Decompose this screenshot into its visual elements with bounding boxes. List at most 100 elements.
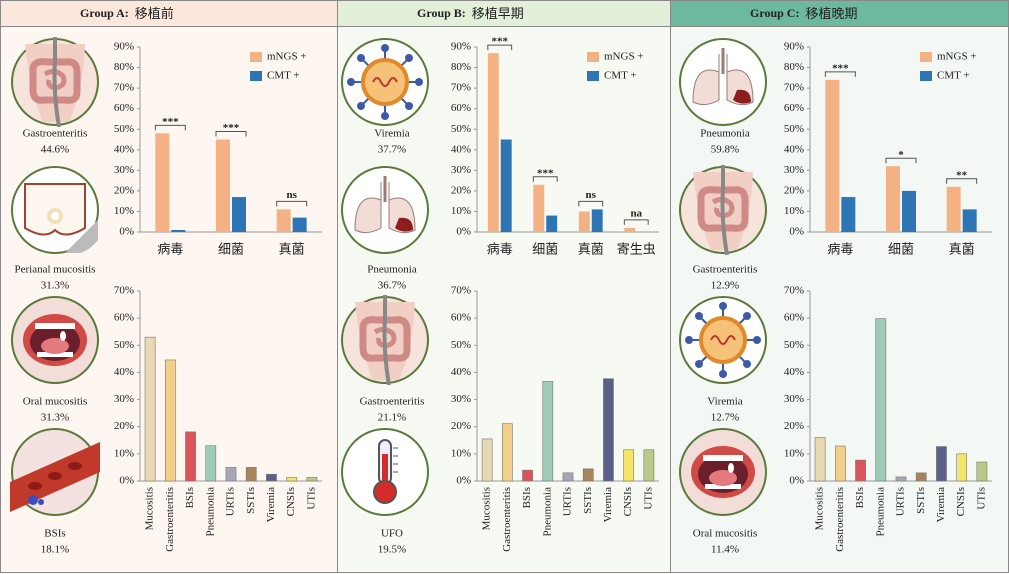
group-name: 移植前 [135, 6, 174, 22]
x-tick-label: Gastroenteritis [834, 487, 846, 552]
significance-bracket [276, 200, 308, 207]
y-tick-label: 0% [789, 475, 804, 487]
bar [487, 53, 499, 232]
bar [216, 139, 230, 232]
significance-bracket [824, 71, 856, 77]
bar [546, 215, 558, 232]
y-tick-label: 50% [451, 123, 471, 135]
y-tick-label: 10% [114, 447, 134, 459]
x-tick-label: Viremia [265, 487, 277, 522]
significance-bracket [532, 176, 558, 182]
panel-title: Group B: 移植早期 [417, 6, 524, 22]
bar [292, 217, 307, 232]
bar [155, 133, 170, 232]
legend-label: CMT + [267, 70, 300, 82]
legend-label: CMT + [604, 70, 637, 82]
significance-label: *** [832, 62, 849, 74]
y-tick-label: 40% [114, 143, 134, 155]
y-tick-label: 20% [114, 184, 134, 196]
y-tick-label: 10% [451, 447, 471, 459]
icon-value: 19.5% [378, 544, 406, 556]
y-tick-label: 10% [451, 205, 471, 217]
y-tick-label: 40% [451, 143, 471, 155]
icon [340, 165, 430, 255]
bar [834, 445, 846, 482]
icon-label: Pneumonia [367, 264, 417, 276]
bar [501, 423, 513, 482]
bar [533, 184, 545, 232]
icon [11, 166, 99, 254]
bar [902, 190, 916, 232]
icon-label: BSIs [44, 528, 65, 540]
icon [342, 295, 428, 385]
panel-title: Group C: 移植晚期 [750, 6, 857, 22]
icon-value: 12.7% [711, 412, 739, 424]
x-tick-label: 寄生虫 [617, 242, 656, 258]
x-tick-label: BSIs [184, 487, 196, 508]
bar [623, 449, 635, 482]
y-tick-label: 80% [451, 61, 471, 73]
icon-label: UFO [381, 528, 403, 540]
x-tick-label: Viremia [602, 487, 614, 522]
significance-bracket [215, 131, 247, 137]
x-tick-label: Viremia [935, 487, 947, 522]
icon-label: Perianal mucositis [15, 264, 96, 276]
icon [340, 37, 430, 127]
y-tick-label: 0% [119, 226, 134, 238]
x-tick-label: 病毒 [487, 243, 513, 258]
x-tick-label: Mucositis [481, 487, 493, 530]
significance-label: * [898, 149, 904, 161]
legend-label: mNGS + [267, 51, 307, 63]
panel-header [670, 0, 1009, 27]
legend-swatch [250, 52, 262, 62]
x-tick-label: SSTIs [245, 487, 257, 514]
y-tick-label: 30% [114, 164, 134, 176]
bar [825, 79, 840, 232]
icon [678, 295, 768, 385]
y-tick-label: 70% [784, 285, 804, 297]
significance-bracket [885, 157, 917, 164]
legend-label: mNGS + [604, 51, 644, 63]
y-tick-label: 50% [784, 339, 804, 351]
y-tick-label: 60% [114, 102, 134, 114]
significance-label: ** [956, 169, 968, 181]
x-tick-label: Gastroenteritis [501, 487, 513, 552]
y-tick-label: 20% [451, 184, 471, 196]
bar [500, 139, 512, 232]
bar [976, 461, 988, 482]
significance-label: na [630, 207, 642, 219]
significance-label: *** [492, 36, 509, 48]
x-tick-label: 真菌 [279, 243, 305, 258]
y-tick-label: 70% [114, 82, 134, 94]
bar [542, 381, 554, 482]
x-tick-label: URTIs [562, 487, 574, 516]
icon [341, 428, 429, 516]
x-tick-label: SSTIs [915, 487, 927, 514]
x-tick-label: CNSIs [285, 487, 297, 516]
icon-label: Oral mucositis [693, 528, 757, 540]
significance-bracket [578, 200, 604, 207]
icon-label: Pneumonia [700, 128, 750, 140]
icon-label: Viremia [707, 396, 742, 408]
legend-swatch [920, 52, 932, 62]
bar [481, 438, 493, 482]
bar [962, 209, 977, 232]
y-tick-label: 60% [784, 312, 804, 324]
bar [841, 197, 856, 232]
x-tick-label: SSTIs [582, 487, 594, 514]
group-label: Group B: [417, 6, 466, 20]
significance-bracket [946, 178, 978, 184]
bar [591, 209, 603, 232]
icon-value: 31.3% [41, 280, 69, 292]
y-tick-label: 60% [451, 102, 471, 114]
y-tick-label: 80% [114, 61, 134, 73]
y-tick-label: 70% [784, 82, 804, 94]
x-tick-label: 细菌 [218, 243, 244, 258]
x-tick-label: 病毒 [157, 243, 183, 258]
x-tick-label: URTIs [225, 487, 237, 516]
y-tick-label: 50% [114, 123, 134, 135]
x-tick-label: UTIs [305, 487, 317, 510]
y-tick-label: 90% [451, 41, 471, 53]
significance-label: *** [162, 116, 179, 128]
icon [679, 428, 767, 516]
